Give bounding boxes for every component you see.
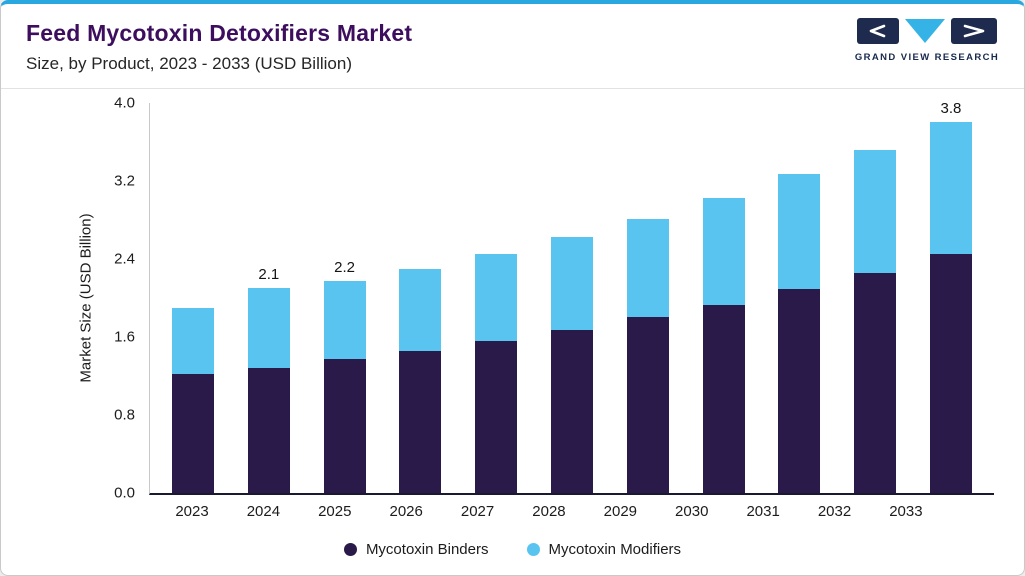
legend-dot-icon [526, 543, 540, 556]
bar-segment-mycotoxin-modifiers [550, 237, 593, 330]
bar-segment-mycotoxin-modifiers [475, 254, 518, 341]
y-tick-label: 1.6 [114, 328, 135, 346]
bar-column [475, 254, 518, 493]
bar-value-label: 2.2 [334, 259, 356, 276]
legend-label: Mycotoxin Modifiers [548, 541, 682, 558]
bar-segment-mycotoxin-modifiers [778, 174, 821, 289]
plot-area: 2.1 2.2 3.8 [149, 100, 994, 495]
bar-column: 3.8 [929, 100, 972, 493]
x-axis-label: 2032 [817, 503, 852, 520]
x-axis-label: 2026 [389, 503, 423, 520]
chart-legend: Mycotoxin Binders Mycotoxin Modifiers [1, 541, 1024, 558]
bar-segment-mycotoxin-modifiers [399, 269, 442, 351]
bar-column [550, 237, 593, 493]
bar-segment-mycotoxin-modifiers [929, 122, 972, 254]
bar-segment-mycotoxin-modifiers [247, 288, 290, 368]
bar-value-label: 2.1 [258, 266, 280, 283]
y-tick-label: 0.0 [114, 484, 135, 502]
bar-segment-mycotoxin-modifiers [626, 219, 669, 317]
bar-segment-mycotoxin-binders [323, 359, 366, 493]
bar-segment-mycotoxin-binders [854, 273, 897, 493]
stacked-bar-chart: Market Size (USD Billion) 0.0 0.8 1.6 2.4 3.… [1, 89, 1024, 575]
x-axis-label: 2033 [889, 503, 923, 520]
bar-column [172, 308, 214, 493]
bar-column: 2.2 [323, 259, 366, 493]
legend-dot-icon [343, 543, 357, 556]
legend-label: Mycotoxin Binders [365, 541, 489, 558]
bar-segment-mycotoxin-modifiers [702, 198, 745, 305]
y-tick-label: 2.4 [114, 250, 135, 268]
bar-segment-mycotoxin-binders [778, 289, 821, 493]
bar-column [399, 269, 442, 493]
x-axis-labels: 2023 2024 2025 2026 2027 2028 2029 2030 2031 2032… [149, 503, 949, 520]
bar-column [778, 174, 821, 493]
bar-column [702, 198, 745, 493]
y-tick-label: 3.2 [114, 172, 135, 190]
brand-logo-text: GRAND VIEW RESEARCH [854, 52, 1000, 63]
bar-column [854, 150, 897, 493]
x-axis-label: 2030 [675, 503, 709, 520]
x-axis-label: 2023 [175, 503, 209, 520]
bar-segment-mycotoxin-modifiers [323, 281, 366, 359]
x-axis-label: 2031 [746, 503, 780, 520]
bar-segment-mycotoxin-binders [172, 374, 214, 493]
brand-logo: GRAND VIEW RESEARCH [854, 18, 1000, 63]
x-axis-label: 2027 [460, 503, 495, 520]
header: Feed Mycotoxin Detoxifiers Market Size, … [1, 4, 1024, 89]
legend-item: Mycotoxin Binders [343, 541, 489, 558]
grand-view-research-logo-icon [857, 18, 997, 44]
y-tick-label: 4.0 [114, 94, 135, 112]
legend-item: Mycotoxin Modifiers [526, 541, 682, 558]
bar-segment-mycotoxin-binders [929, 254, 972, 493]
y-axis-ticks: 0.0 0.8 1.6 2.4 3.2 4.0 [1, 95, 139, 502]
x-axis-label: 2024 [246, 503, 281, 520]
bar-value-label: 3.8 [940, 100, 962, 117]
bar-segment-mycotoxin-binders [399, 351, 442, 493]
x-axis-label: 2029 [603, 503, 638, 520]
y-tick-label: 0.8 [114, 406, 135, 424]
bar-segment-mycotoxin-modifiers [172, 308, 214, 374]
bar-segment-mycotoxin-binders [247, 368, 290, 493]
bar-segment-mycotoxin-binders [702, 305, 745, 493]
x-axis-label: 2025 [318, 503, 352, 520]
page-title: Feed Mycotoxin Detoxifiers Market [26, 20, 413, 46]
bar-segment-mycotoxin-binders [550, 330, 593, 493]
x-axis-label: 2028 [532, 503, 566, 520]
page-subtitle: Size, by Product, 2023 - 2033 (USD Billi… [26, 54, 352, 73]
bar-segment-mycotoxin-binders [475, 341, 518, 493]
bar-column [626, 219, 669, 493]
bar-segment-mycotoxin-binders [626, 317, 669, 493]
bar-segment-mycotoxin-modifiers [854, 150, 897, 273]
bar-column: 2.1 [247, 266, 290, 493]
